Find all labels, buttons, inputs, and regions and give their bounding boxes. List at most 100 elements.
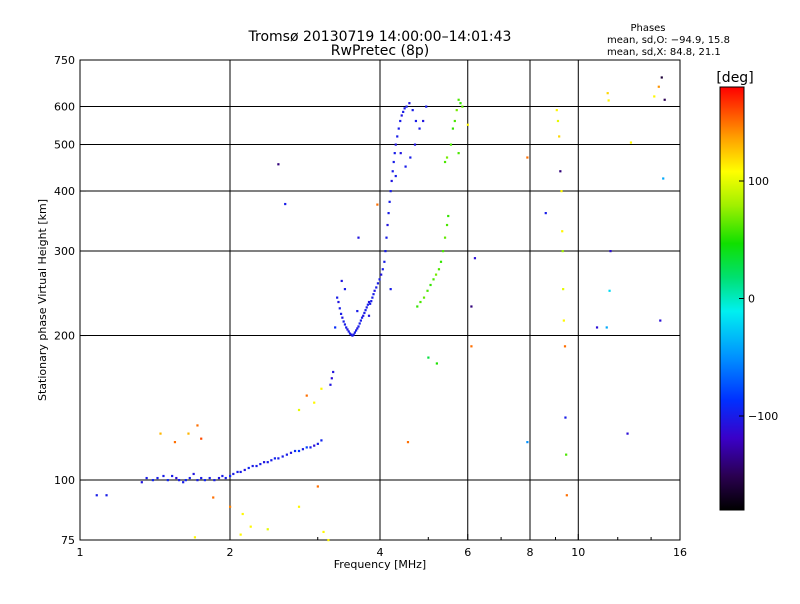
data-point [443,160,447,164]
data-point [441,250,445,253]
y-tick-label: 500 [54,139,75,152]
data-point [394,143,397,146]
data-point [555,109,558,112]
x-tick-label: 8 [527,546,534,559]
data-point [327,539,330,542]
data-point [224,476,227,480]
data-point [239,470,242,474]
data-point [367,300,371,304]
data-point [389,190,392,193]
x-tick-label: 1 [77,546,84,559]
data-point [562,288,565,291]
data-point [187,432,190,435]
data-point [406,441,410,444]
x-tick-label: 4 [377,546,384,559]
data-point [363,311,366,315]
data-point [340,279,343,283]
data-point [561,250,564,253]
data-point [277,457,280,460]
data-point [262,461,266,464]
data-point [526,441,529,444]
data-point [184,479,187,482]
data-point [270,459,273,462]
data-point [301,448,305,451]
data-point [609,250,612,253]
data-point [166,479,169,482]
data-point [565,453,568,456]
colorbar-label: [deg] [716,70,753,86]
data-point [356,327,359,330]
data-point [255,464,258,468]
data-point [561,230,564,233]
data-point [387,212,390,215]
data-point [409,156,412,159]
data-point [388,200,391,203]
data-point [357,236,360,239]
data-point [376,203,379,206]
data-point [338,307,341,310]
data-point [365,306,368,309]
data-point [313,444,316,447]
data-point [560,190,563,193]
data-point [414,119,418,123]
data-point [145,476,148,480]
data-point [626,432,629,435]
data-point [196,479,199,482]
data-point [346,328,349,331]
x-tick-label: 6 [464,546,471,559]
data-point [341,316,344,319]
stats-line-o: mean, sd,O: −94.9, 15.8 [607,35,730,46]
data-point [369,302,372,305]
data-point [443,236,447,239]
data-point [351,334,354,337]
data-point [449,143,453,146]
data-point [305,394,308,397]
data-point [427,356,430,359]
data-point [316,442,319,445]
data-point [595,326,599,329]
data-point [208,476,211,480]
data-point [336,296,339,299]
data-point [159,432,162,435]
data-point [243,468,246,472]
data-point [259,462,262,466]
data-point [305,446,308,449]
colorbar-ticks: 100 0 −100 [739,175,778,423]
data-point [459,102,462,105]
data-point [562,319,565,322]
chart-title: Tromsø 20130719 14:00:00–14:01:43 [248,29,512,45]
data-point [334,326,337,329]
data-point [229,474,232,478]
data-point [330,377,333,380]
data-point [607,99,610,102]
data-point [411,109,414,112]
data-point [405,105,408,108]
data-point [373,289,376,292]
data-point [359,319,362,322]
data-point [391,170,394,173]
data-point [526,156,529,159]
data-point [337,300,340,304]
data-point [396,135,399,138]
data-point [445,223,449,227]
data-point [416,305,419,308]
data-point [608,289,611,292]
data-point [556,119,560,123]
data-point [393,152,396,155]
data-point [606,92,609,95]
data-point [350,333,353,336]
stats-line-x: mean, sd,X: 84.8, 21.1 [607,47,721,58]
y-tick-label: 600 [54,101,75,114]
data-point [657,85,660,88]
data-point [605,326,608,329]
data-point [565,494,568,497]
data-point [348,332,352,335]
data-point [453,119,456,123]
data-point [339,312,343,315]
data-point [404,165,407,168]
data-point [95,494,98,497]
data-point [437,268,441,271]
data-point [217,476,221,480]
data-point [375,286,378,289]
